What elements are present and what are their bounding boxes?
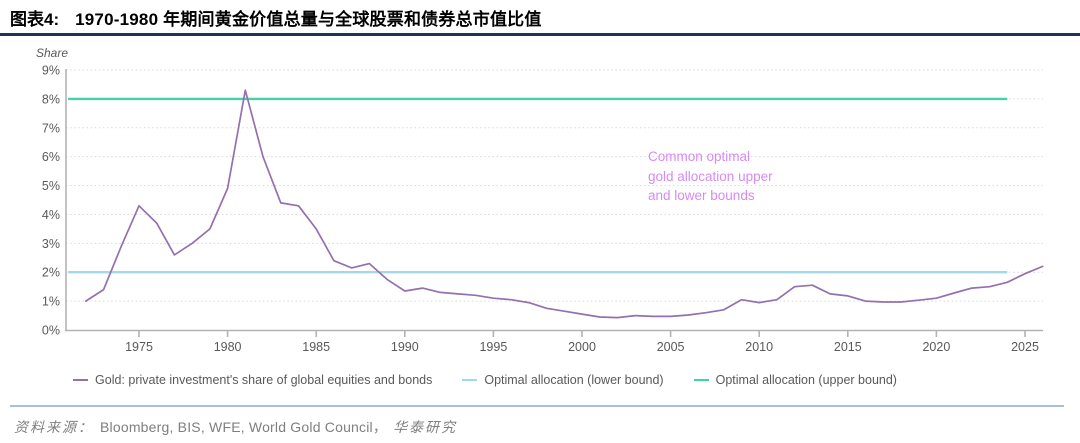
y-tick-label: 2% [42, 266, 60, 280]
figure-header: 图表4: 1970-1980 年期间黄金价值总量与全球股票和债券总市值比值 [10, 5, 542, 30]
y-tick-label: 5% [42, 179, 60, 193]
footer-divider [10, 405, 1064, 407]
x-tick-label: 2015 [834, 340, 862, 354]
figure-label: 图表4: [10, 10, 60, 29]
source-note: 资料来源： Bloomberg, BIS, WFE, World Gold Co… [14, 417, 457, 437]
x-tick-label: 2000 [568, 340, 596, 354]
gold-line-swatch-icon [73, 379, 89, 381]
x-tick-label: 2020 [922, 340, 950, 354]
x-tick-label: 2005 [657, 340, 685, 354]
legend-label: Gold: private investment's share of glob… [95, 373, 433, 387]
y-tick-label: 6% [42, 150, 60, 164]
source-list: Bloomberg, BIS, WFE, World Gold Council， [100, 419, 388, 435]
chart-legend: Gold: private investment's share of glob… [0, 373, 1080, 387]
legend-label: Optimal allocation (lower bound) [484, 373, 664, 387]
x-tick-label: 1980 [214, 340, 242, 354]
y-tick-label: 7% [42, 121, 60, 135]
y-tick-label: 1% [42, 295, 60, 309]
x-tick-label: 1990 [391, 340, 419, 354]
publisher: 华泰研究 [393, 420, 458, 436]
x-tick-label: 1985 [302, 340, 330, 354]
legend-item-upper-bound: Optimal allocation (upper bound) [693, 373, 897, 387]
gold-line [84, 89, 1044, 319]
upper-bound-swatch-icon [693, 379, 709, 381]
title-divider [0, 33, 1080, 36]
y-axis-title: Share [36, 46, 69, 60]
lower-bound-swatch-icon [462, 379, 478, 381]
y-tick-label: 0% [42, 324, 60, 338]
x-tick-label: 2025 [1011, 340, 1039, 354]
legend-label: Optimal allocation (upper bound) [715, 373, 897, 387]
page-title: 1970-1980 年期间黄金价值总量与全球股票和债券总市值比值 [75, 10, 542, 29]
x-tick-label: 1995 [479, 340, 507, 354]
legend-item-lower-bound: Optimal allocation (lower bound) [462, 373, 664, 387]
y-tick-label: 4% [42, 208, 60, 222]
y-tick-label: 8% [42, 92, 60, 106]
source-label: 资料来源： [14, 420, 94, 436]
y-tick-label: 3% [42, 237, 60, 251]
y-tick-label: 9% [42, 64, 60, 78]
x-tick-label: 2010 [745, 340, 773, 354]
legend-item-gold: Gold: private investment's share of glob… [73, 373, 432, 387]
x-tick-label: 1975 [125, 340, 153, 354]
chart-annotation: Common optimal gold allocation upper and… [648, 149, 773, 203]
